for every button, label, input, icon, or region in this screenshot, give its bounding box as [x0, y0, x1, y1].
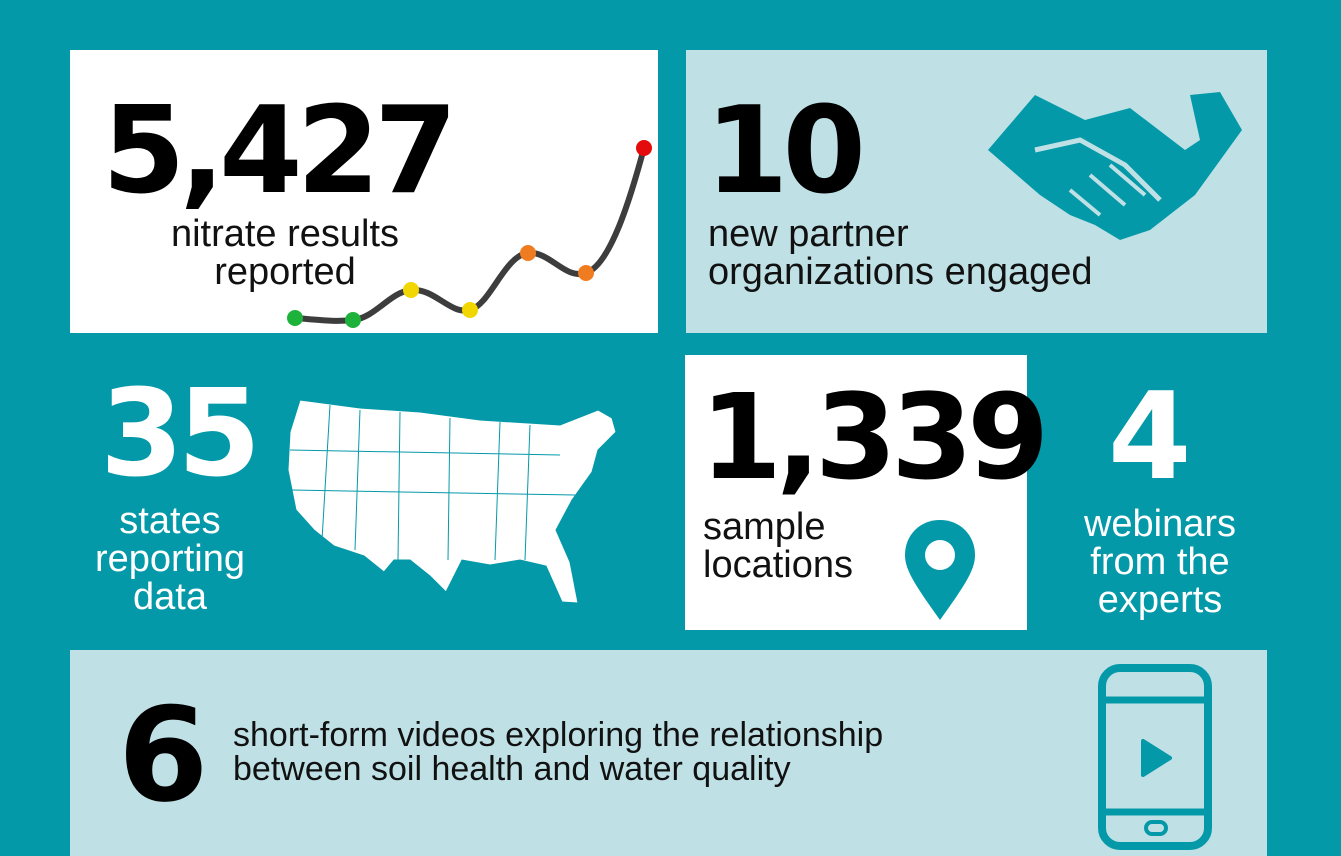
card-videos	[70, 650, 1267, 856]
stat-number: 6	[118, 679, 209, 831]
label-line: organizations engaged	[708, 251, 1093, 293]
label-line: webinars	[1083, 503, 1237, 545]
stat-number: 35	[100, 365, 261, 504]
stat-label: new partner organizations engaged	[708, 215, 1093, 291]
stat-label: short-form videos exploring the relation…	[233, 718, 883, 786]
stat-number: 4	[1108, 368, 1191, 507]
label-line: short-form videos exploring the relation…	[233, 716, 884, 754]
stat-number: 5,427	[102, 82, 458, 221]
label-line: reported	[214, 251, 356, 293]
label-line: experts	[1097, 579, 1223, 621]
card-locations	[685, 355, 1027, 630]
dot	[636, 140, 652, 156]
dot	[345, 312, 361, 328]
label-line: sample	[703, 506, 826, 548]
label-line: from the	[1090, 541, 1230, 583]
state-borders	[289, 404, 576, 561]
us-map	[287, 399, 617, 604]
label-line: data	[133, 576, 207, 618]
stat-label: nitrate results reported	[140, 215, 430, 291]
handshake-icon	[988, 92, 1242, 240]
card-nitrate	[70, 50, 658, 333]
label-line: nitrate results	[170, 213, 400, 255]
stat-label: states reporting data	[80, 502, 260, 616]
dot	[520, 245, 536, 261]
dot	[403, 282, 419, 298]
dot	[462, 302, 478, 318]
stat-number: 1,339	[700, 368, 1049, 506]
phone-icon	[1098, 664, 1212, 850]
label-line: locations	[703, 544, 853, 586]
stat-label: sample locations	[703, 508, 853, 584]
label-line: between soil health and water quality	[233, 750, 791, 788]
dot	[578, 265, 594, 281]
stat-number: 10	[705, 82, 866, 221]
label-line: reporting	[95, 538, 245, 580]
pin-icon	[905, 520, 975, 620]
dot	[287, 310, 303, 326]
label-line: new partner	[708, 213, 909, 255]
stat-label: webinars from the experts	[1060, 505, 1260, 619]
label-line: states	[119, 500, 221, 542]
